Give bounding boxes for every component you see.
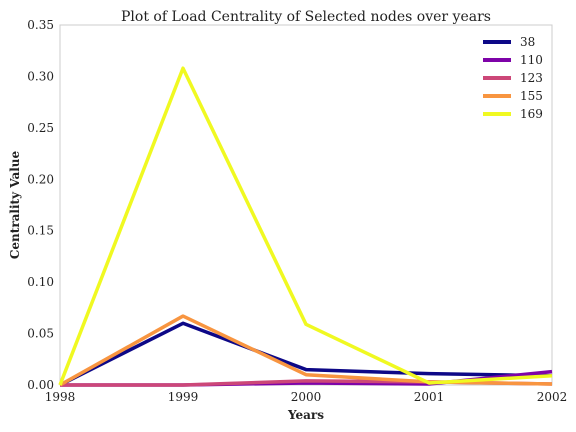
x-tick-label: 2000 bbox=[291, 390, 322, 404]
y-tick-label: 0.05 bbox=[27, 327, 54, 341]
y-axis-ticks: 0.00 0.05 0.10 0.15 0.20 0.25 0.30 0.35 bbox=[27, 18, 54, 392]
y-tick-label: 0.10 bbox=[27, 275, 54, 289]
legend-label-155: 155 bbox=[520, 89, 543, 103]
y-tick-label: 0.30 bbox=[27, 69, 54, 83]
y-tick-label: 0.15 bbox=[27, 224, 54, 238]
x-axis-ticks: 1998 1999 2000 2001 2002 bbox=[45, 390, 568, 404]
x-tick-label: 1999 bbox=[168, 390, 199, 404]
series-lines bbox=[58, 66, 553, 387]
series-line-155 bbox=[59, 314, 553, 387]
y-tick-label: 0.25 bbox=[27, 121, 54, 135]
plot-background bbox=[59, 24, 553, 386]
legend-label-110: 110 bbox=[520, 53, 543, 67]
series-line-38 bbox=[59, 321, 553, 387]
x-tick-label: 2001 bbox=[414, 390, 445, 404]
legend-label-169: 169 bbox=[520, 107, 543, 121]
legend-label-38: 38 bbox=[520, 35, 535, 49]
series-line-169 bbox=[58, 66, 553, 386]
x-tick-label: 1998 bbox=[45, 390, 76, 404]
y-tick-label: 0.20 bbox=[27, 172, 54, 186]
y-tick-label: 0.00 bbox=[27, 378, 54, 392]
x-axis-label: Years bbox=[287, 408, 324, 422]
y-tick-label: 0.35 bbox=[27, 18, 54, 32]
legend-label-123: 123 bbox=[520, 71, 543, 85]
chart-title: Plot of Load Centrality of Selected node… bbox=[121, 9, 491, 25]
x-tick-label: 2002 bbox=[537, 390, 568, 404]
legend: 38 110 123 155 169 bbox=[483, 35, 543, 121]
y-axis-label: Centrality Value bbox=[8, 151, 22, 260]
